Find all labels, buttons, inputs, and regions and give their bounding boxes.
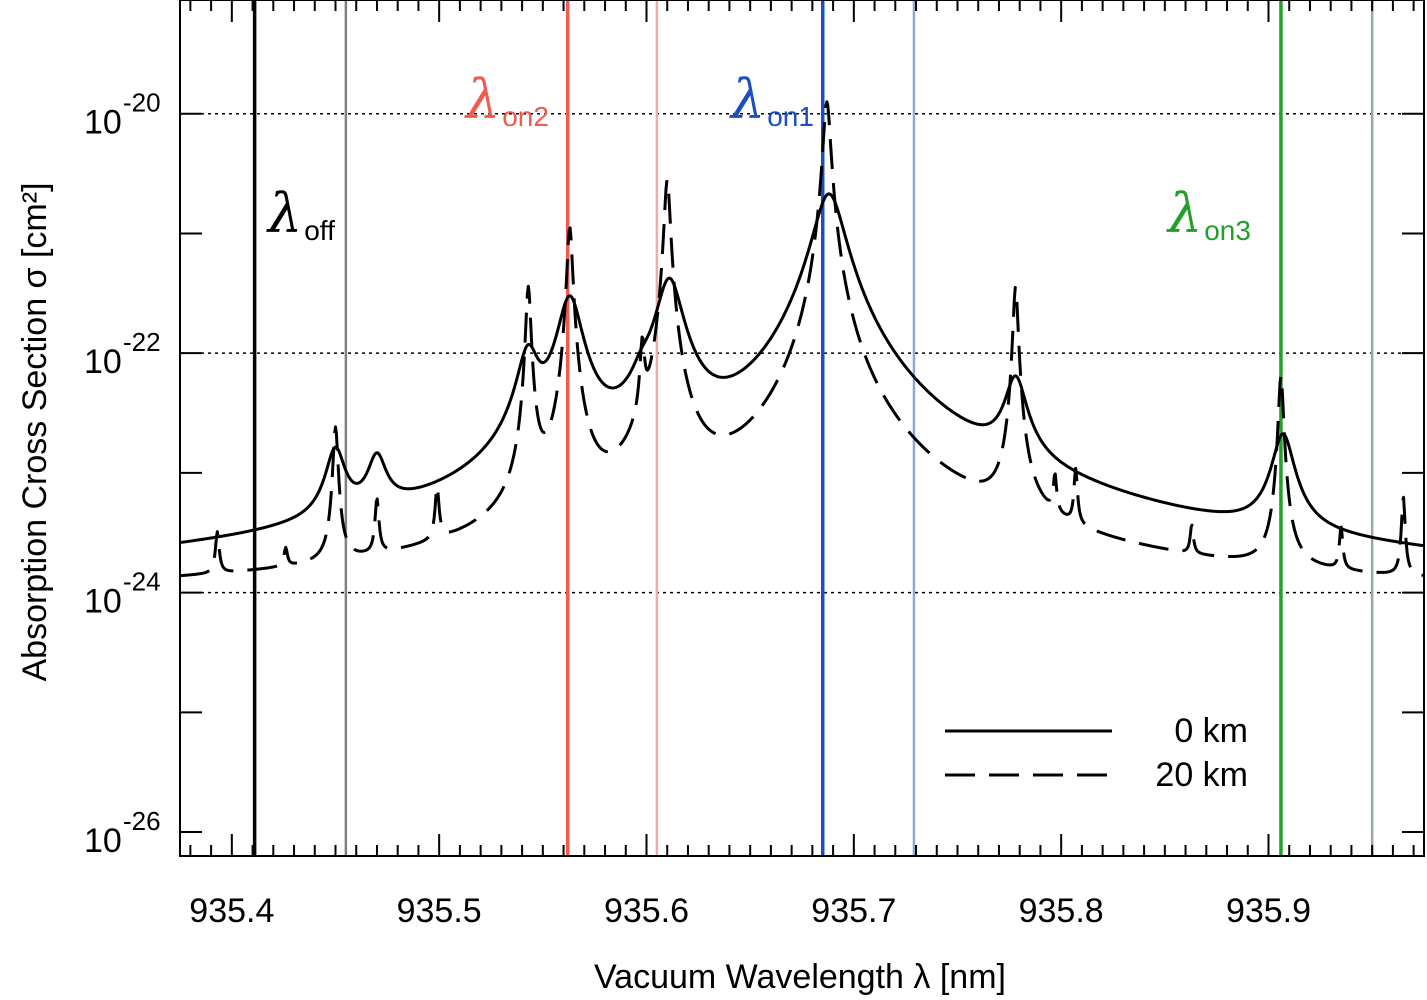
lambda-symbol: λ	[729, 68, 765, 131]
x-tick-label: 935.7	[811, 892, 896, 930]
y-tick-base: 10	[84, 583, 122, 621]
plot-area	[180, 0, 1424, 856]
lambda-subscript: off	[304, 215, 335, 246]
x-tick-label: 935.8	[1019, 892, 1104, 930]
y-tick-base: 10	[84, 822, 122, 860]
wavelength-markers	[252, 0, 1374, 856]
lambda-symbol: λ	[1166, 182, 1202, 245]
legend: 0 km 20 km	[945, 712, 1248, 794]
y-tick-label: 10-22	[84, 327, 161, 381]
lambda-symbol: λ	[464, 68, 500, 131]
axis-ticks	[180, 0, 1424, 856]
y-tick-label: 10-24	[84, 567, 161, 621]
lambda-symbol: λ	[266, 182, 302, 245]
gridlines	[180, 112, 1424, 594]
series-20-km	[180, 100, 1424, 578]
lambda-subscript: on1	[767, 101, 814, 132]
legend-label-0km: 0 km	[1174, 712, 1248, 750]
y-tick-exponent: -22	[123, 327, 161, 357]
x-tick-label: 935.9	[1226, 892, 1311, 930]
x-tick-labels: 935.4 935.5 935.6 935.7 935.8 935.9	[189, 892, 1311, 930]
y-tick-base: 10	[84, 343, 122, 381]
y-axis-title: Absorption Cross Section σ [cm²]	[16, 182, 54, 681]
lambda-subscript: on3	[1204, 215, 1251, 246]
marker-label-on3: λon3	[1166, 182, 1251, 246]
data-series	[180, 100, 1424, 578]
x-tick-label: 935.6	[604, 892, 689, 930]
y-tick-base: 10	[84, 104, 122, 142]
x-tick-label: 935.4	[189, 892, 274, 930]
lambda-subscript: on2	[502, 101, 549, 132]
x-axis-title: Vacuum Wavelength λ [nm]	[594, 958, 1006, 996]
y-tick-exponent: -26	[123, 806, 161, 836]
legend-label-20km: 20 km	[1155, 756, 1248, 794]
marker-label-on1: λon1	[729, 68, 814, 132]
x-tick-label: 935.5	[397, 892, 482, 930]
series-0-km	[180, 192, 1424, 548]
y-tick-exponent: -20	[123, 88, 161, 118]
plot-frame	[179, 0, 1425, 857]
y-tick-label: 10-20	[84, 88, 161, 142]
marker-label-on2: λon2	[464, 68, 549, 132]
y-tick-label: 10-26	[84, 806, 161, 860]
marker-label-off: λoff	[266, 182, 335, 246]
y-tick-exponent: -24	[123, 567, 161, 597]
